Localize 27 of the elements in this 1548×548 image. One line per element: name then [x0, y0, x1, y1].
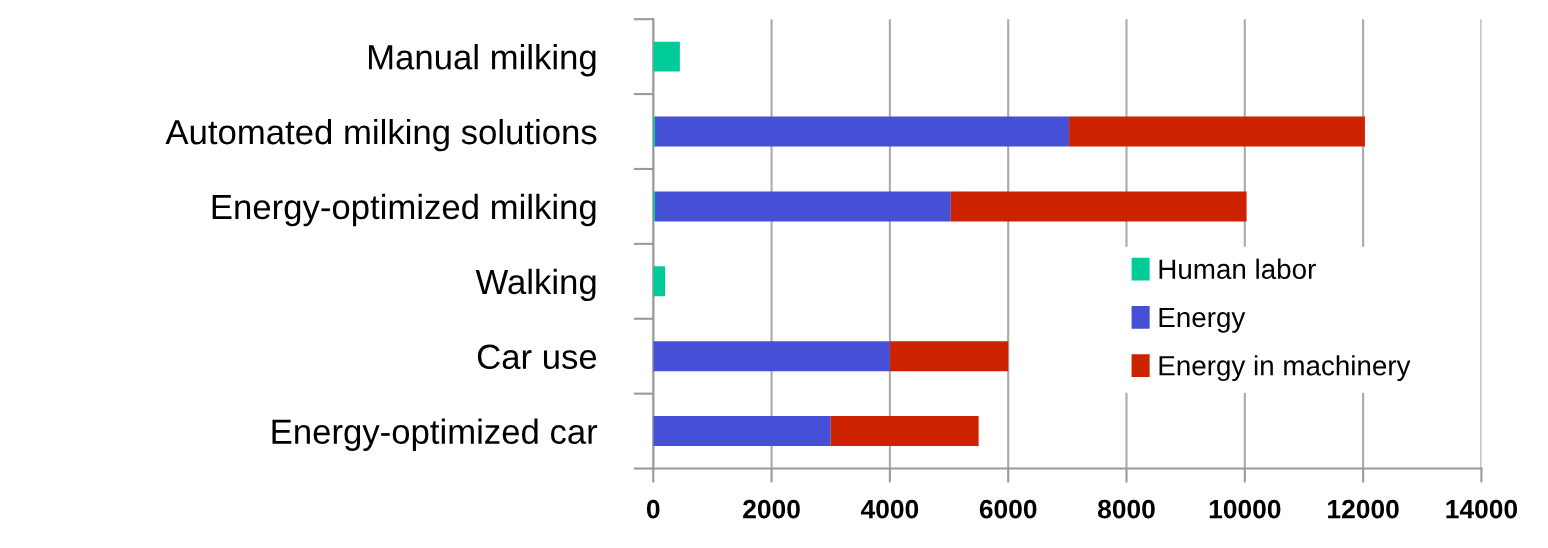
x-tick-label: 2000 — [743, 499, 800, 519]
x-tick-label: 12000 — [1328, 499, 1399, 519]
x-tick-label: 0 — [646, 499, 660, 519]
bar — [653, 41, 680, 72]
bar — [655, 191, 951, 222]
x-tick-label: 4000 — [860, 499, 919, 519]
legend-label: Energy in machinery — [1159, 355, 1411, 382]
x-tick-label: 8000 — [1097, 499, 1155, 519]
bar — [889, 341, 1009, 372]
y-tick-label: Walking — [475, 268, 596, 302]
x-tick-label: 10000 — [1209, 499, 1281, 519]
bar — [653, 341, 890, 372]
x-tick-label: 6000 — [979, 499, 1037, 519]
x-tick-label: 14000 — [1446, 499, 1518, 519]
y-tick-label: Energy-optimized milking — [212, 193, 596, 227]
legend-label: Human labor — [1159, 258, 1316, 280]
bar — [655, 116, 1070, 147]
bar — [830, 416, 979, 447]
y-tick-label: Manual milking — [368, 44, 596, 77]
y-tick-label: Car use — [477, 344, 597, 370]
bar — [1069, 116, 1365, 147]
bar — [653, 416, 831, 447]
bar — [950, 191, 1247, 222]
y-tick-label: Energy-optimized car — [272, 418, 598, 451]
y-tick-label: Automated milking solutions — [165, 118, 597, 152]
legend-label: Energy — [1159, 307, 1246, 333]
bar — [653, 266, 666, 297]
